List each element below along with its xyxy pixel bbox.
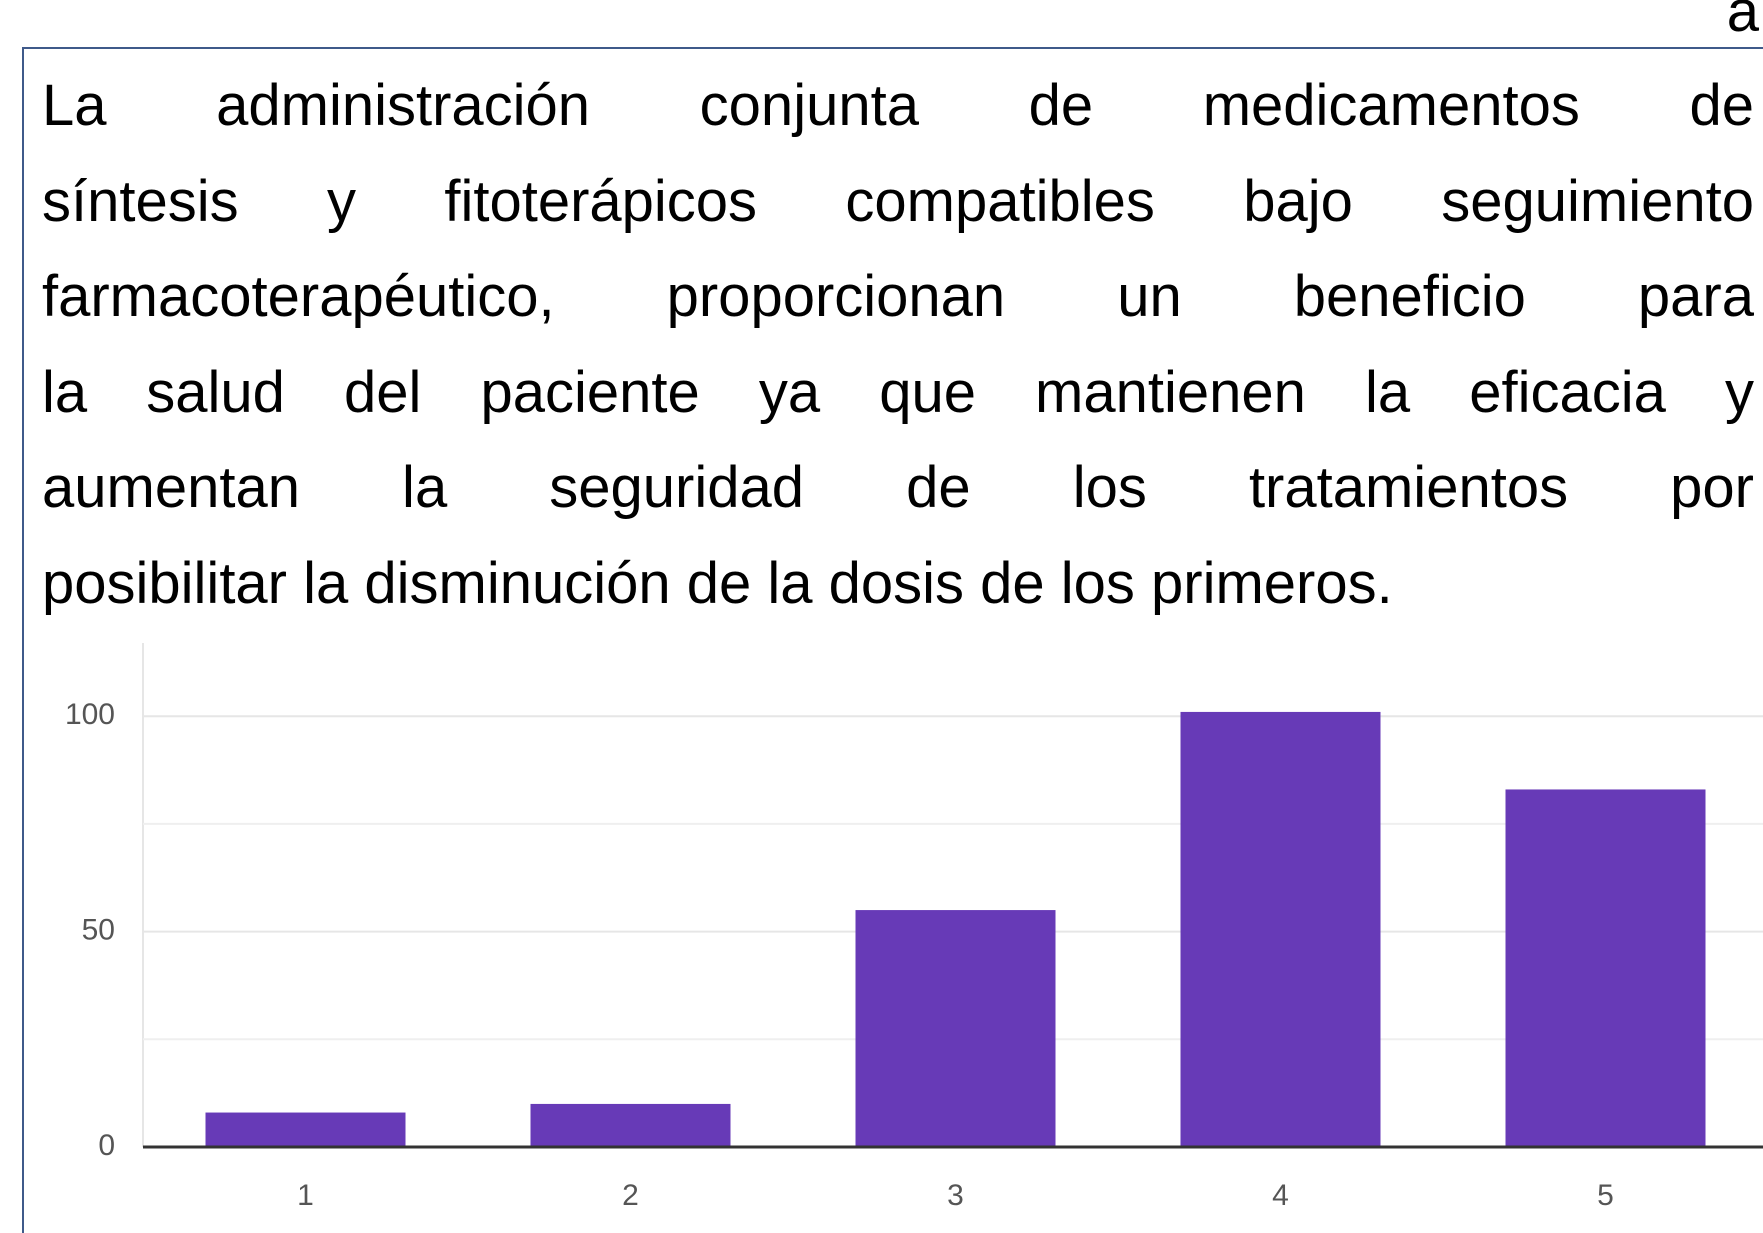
y-tick-label: 50 [82, 914, 115, 947]
y-tick-label: 0 [98, 1129, 115, 1162]
x-tick-label: 1 [297, 1179, 314, 1212]
title-line: farmacoterapéutico, proporcionan un bene… [42, 264, 1754, 330]
x-tick-label: 2 [622, 1179, 639, 1212]
title-line: aumentan la seguridad de los tratamiento… [42, 455, 1754, 521]
bar [205, 1112, 406, 1147]
x-tick-label: 4 [1272, 1179, 1289, 1212]
title-line: la salud del paciente ya que mantienen l… [42, 359, 1754, 425]
bar [855, 910, 1056, 1147]
title-line: La administración conjunta de medicament… [42, 73, 1754, 138]
frame [22, 47, 1763, 1233]
x-tick-label: 3 [947, 1179, 964, 1212]
y-tick-label: 100 [65, 698, 115, 731]
title-line: posibilitar la disminución de la dosis d… [42, 550, 1393, 616]
bar [530, 1103, 731, 1147]
corner-letter: a [1726, 0, 1759, 44]
x-tick-label: 5 [1597, 1179, 1614, 1212]
bar [1180, 711, 1381, 1147]
chart-title: La administración conjunta de medicament… [42, 58, 1754, 632]
bar [1505, 789, 1706, 1147]
title-line: síntesis y fitoterápicos compatibles baj… [42, 168, 1754, 234]
